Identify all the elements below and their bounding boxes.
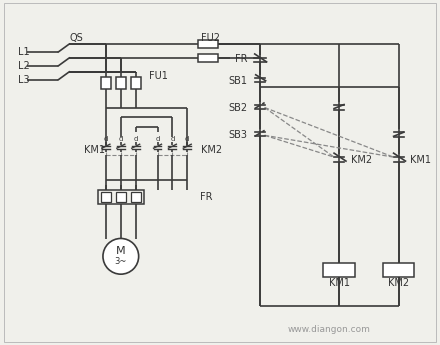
Text: SB2: SB2 <box>229 102 248 112</box>
Text: FU1: FU1 <box>149 71 168 81</box>
Text: d: d <box>170 136 175 142</box>
Text: KM1: KM1 <box>411 155 432 165</box>
Text: M: M <box>116 246 125 256</box>
Text: www.diangon.com: www.diangon.com <box>288 325 370 334</box>
Text: L3: L3 <box>18 75 29 85</box>
Text: KM2: KM2 <box>201 145 222 155</box>
Bar <box>323 263 355 277</box>
Text: SB1: SB1 <box>229 76 248 86</box>
Bar <box>198 40 218 48</box>
Text: L2: L2 <box>18 61 29 71</box>
Text: KM2: KM2 <box>388 278 409 288</box>
Bar <box>198 54 218 62</box>
Text: FR: FR <box>235 54 248 64</box>
Text: SB3: SB3 <box>229 130 248 140</box>
Text: L1: L1 <box>18 47 29 57</box>
Bar <box>98 190 143 204</box>
Text: FR: FR <box>200 192 213 202</box>
Text: 3~: 3~ <box>114 257 127 266</box>
Text: d: d <box>119 136 123 142</box>
Text: d: d <box>185 136 190 142</box>
Circle shape <box>103 238 139 274</box>
Text: QS: QS <box>69 33 83 43</box>
Text: d: d <box>104 136 108 142</box>
Bar <box>383 263 414 277</box>
Text: KM1: KM1 <box>84 145 105 155</box>
Text: d: d <box>133 136 138 142</box>
Bar <box>131 77 141 89</box>
Text: KM2: KM2 <box>351 155 372 165</box>
Bar <box>116 77 126 89</box>
Bar <box>116 192 126 202</box>
Text: KM1: KM1 <box>329 278 349 288</box>
Text: d: d <box>155 136 160 142</box>
Bar <box>101 77 111 89</box>
Bar <box>101 192 111 202</box>
Bar <box>131 192 141 202</box>
Text: FU2: FU2 <box>201 33 220 43</box>
